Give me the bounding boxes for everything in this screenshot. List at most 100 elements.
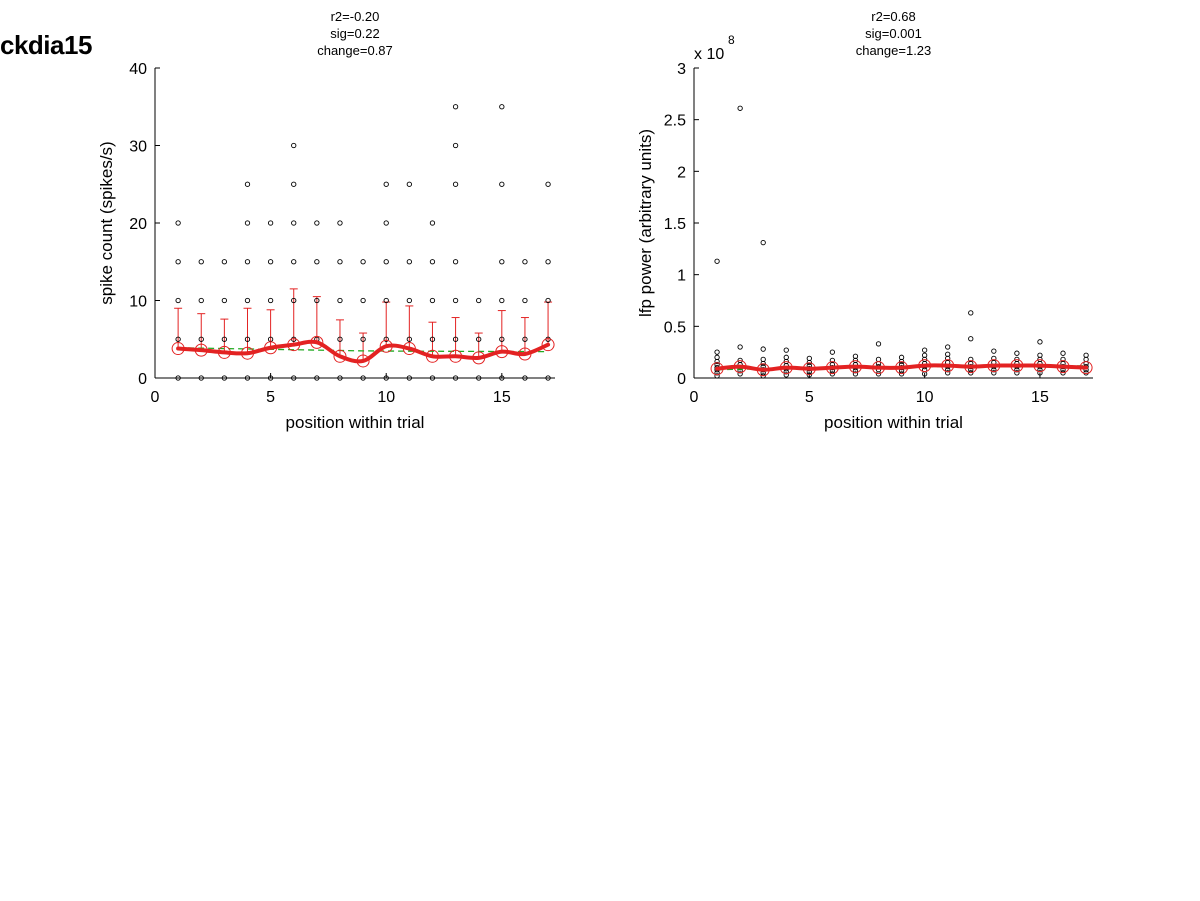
y-tick-label: 10 [129, 294, 147, 311]
data-point [545, 181, 551, 187]
mean-marker [217, 345, 231, 359]
data-point [175, 336, 181, 342]
data-point [291, 297, 297, 304]
data-point [383, 220, 389, 226]
data-point [221, 297, 228, 304]
data-point [291, 220, 297, 226]
data-point [406, 297, 412, 304]
mean-marker [918, 359, 932, 373]
mean-marker [171, 342, 185, 356]
data-point [244, 336, 251, 342]
data-point [429, 297, 436, 304]
mean-marker [733, 360, 747, 374]
data-point [314, 259, 320, 265]
data-point [337, 259, 343, 265]
data-point [1014, 370, 1020, 376]
mean-marker [779, 361, 793, 375]
data-point [198, 259, 204, 265]
data-point [337, 375, 343, 381]
data-point [175, 220, 181, 226]
mean-marker [964, 360, 978, 374]
data-point [360, 259, 366, 265]
data-point [429, 259, 436, 265]
data-point [1060, 350, 1066, 356]
data-point [267, 259, 274, 265]
y-tick-label: 1.5 [664, 216, 686, 233]
data-point [499, 375, 505, 381]
data-point [429, 375, 436, 381]
lfp-power-panel: r2=0.68 sig=0.001 change=1.23 0 0.5 1 1.5 2 2.5 3… [636, 9, 1093, 432]
data-point [360, 297, 366, 304]
data-point [476, 297, 482, 304]
data-point [1037, 352, 1043, 358]
x-tick-label: 0 [690, 389, 699, 406]
y-axis-label: spike count (spikes/s) [97, 141, 116, 304]
page-title: ckdia15 [0, 30, 92, 60]
data-point [360, 375, 366, 381]
y-tick-label: 2.5 [664, 113, 686, 130]
data-point [522, 375, 528, 381]
data-point [406, 336, 412, 342]
mean-marker [872, 361, 886, 375]
data-point [545, 375, 551, 381]
data-point [452, 375, 459, 381]
y-tick-label: 1 [677, 268, 686, 285]
mean-line [176, 339, 551, 364]
x-tick-label: 0 [151, 389, 160, 406]
y-tick-label: 0 [677, 371, 686, 388]
mean-marker [240, 346, 254, 360]
mean-marker [541, 338, 555, 352]
y-tick-label: 20 [129, 216, 147, 233]
data-point [406, 375, 412, 381]
x-tick-label: 10 [916, 389, 934, 406]
mean-marker [495, 345, 509, 359]
data-point [968, 336, 974, 342]
mean-marker [449, 349, 463, 363]
data-point [291, 375, 297, 381]
y-axis-label: lfp power (arbitrary units) [636, 129, 655, 317]
data-point [267, 220, 274, 226]
mean-marker [333, 349, 347, 363]
mean-marker [987, 359, 1001, 373]
data-point [221, 259, 228, 265]
data-point [921, 352, 928, 358]
data-point [337, 336, 343, 342]
data-point [714, 373, 720, 379]
data-point [499, 297, 505, 304]
data-point [383, 336, 389, 342]
mean-marker [1079, 361, 1093, 375]
data-point [522, 336, 528, 342]
mean-marker [848, 360, 862, 374]
data-point [852, 371, 859, 377]
data-point [898, 371, 905, 377]
data-point [291, 259, 297, 265]
mean-marker [1056, 360, 1070, 374]
data-point [452, 142, 459, 149]
data-point [829, 371, 836, 377]
data-point [406, 181, 412, 187]
data-point [783, 354, 789, 360]
data-point [522, 259, 528, 265]
data-point [452, 181, 459, 187]
data-point [783, 347, 789, 353]
data-point [714, 354, 720, 360]
mean-marker [425, 349, 439, 363]
data-point [221, 375, 228, 381]
data-point [314, 220, 320, 226]
data-point [545, 297, 551, 304]
data-point [968, 310, 974, 316]
y-tick-label: 3 [677, 61, 686, 78]
data-point [1037, 370, 1043, 376]
data-point [714, 258, 720, 264]
data-point [737, 371, 743, 377]
data-point [875, 341, 882, 347]
data-point [198, 375, 204, 381]
y-tick-label: 2 [677, 164, 686, 181]
data-point [360, 336, 366, 342]
mean-marker [710, 362, 724, 376]
data-point [406, 259, 412, 265]
data-point [499, 181, 505, 187]
data-point [760, 373, 766, 379]
data-point [429, 220, 436, 226]
data-point [314, 297, 320, 304]
